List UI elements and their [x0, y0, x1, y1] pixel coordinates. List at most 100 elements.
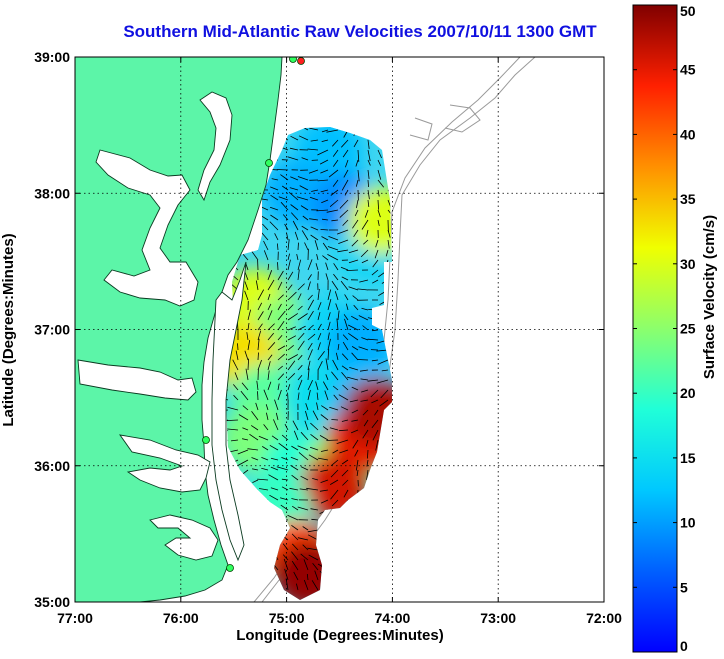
velocity-vector	[329, 199, 339, 208]
velocity-vector	[324, 390, 329, 401]
velocity-vector	[291, 445, 299, 451]
velocity-vector	[280, 504, 289, 511]
velocity-vector	[226, 428, 239, 431]
velocity-vector	[270, 214, 279, 221]
velocity-vector	[291, 551, 299, 561]
velocity-vector	[363, 419, 369, 427]
velocity-vector	[287, 335, 297, 341]
velocity-vector	[237, 449, 249, 455]
velocity-vector	[227, 406, 239, 411]
y-tick-label: 37:00	[34, 322, 70, 338]
velocity-vector	[372, 429, 379, 441]
velocity-vector	[321, 129, 329, 133]
velocity-vector	[341, 469, 349, 477]
velocity-vector	[317, 351, 325, 361]
velocity-vector	[290, 456, 299, 461]
velocity-vector	[332, 179, 339, 187]
velocity-vector	[345, 159, 349, 168]
velocity-vector	[281, 434, 289, 441]
velocity-vector	[307, 547, 319, 551]
velocity-vector	[307, 148, 319, 151]
velocity-vector	[297, 305, 303, 311]
velocity-vector	[259, 488, 269, 491]
velocity-vector	[277, 270, 284, 281]
velocity-vector	[361, 307, 369, 311]
velocity-vector	[343, 169, 349, 178]
velocity-vector	[282, 543, 289, 551]
velocity-vector	[322, 255, 329, 261]
velocity-vector	[287, 344, 294, 351]
velocity-vector	[237, 459, 249, 466]
velocity-vector	[300, 431, 309, 441]
velocity-vector	[267, 303, 272, 311]
velocity-vector	[353, 229, 359, 238]
gridlines	[75, 57, 604, 602]
velocity-vector	[284, 223, 289, 231]
velocity-vector	[381, 369, 389, 372]
velocity-vector	[267, 361, 271, 371]
velocity-vector	[366, 459, 369, 467]
velocity-vector	[325, 262, 329, 271]
velocity-vector	[280, 201, 289, 211]
velocity-vector	[310, 433, 319, 441]
velocity-vector	[374, 409, 379, 416]
velocity-vector	[273, 419, 279, 431]
velocity-vector	[297, 283, 305, 291]
velocity-vector	[328, 169, 339, 178]
velocity-vector	[287, 360, 296, 371]
colorbar-tick-label: 0	[680, 638, 688, 654]
velocity-vector	[289, 147, 299, 151]
velocity-vector	[358, 346, 369, 351]
radar-site-marker	[226, 564, 234, 572]
velocity-vector	[377, 149, 382, 159]
velocity-vector	[340, 280, 349, 291]
velocity-vector	[232, 384, 239, 391]
velocity-vector	[267, 370, 270, 381]
velocity-vector	[372, 279, 379, 284]
velocity-vector	[283, 558, 289, 571]
velocity-vector	[346, 269, 359, 271]
velocity-vector	[297, 293, 302, 301]
velocity-vector	[255, 280, 259, 291]
velocity-vector	[257, 338, 260, 351]
velocity-vector	[297, 379, 303, 391]
velocity-vector	[372, 259, 379, 268]
velocity-vector	[277, 310, 286, 321]
velocity-vector	[377, 219, 380, 226]
velocity-vector	[257, 359, 262, 371]
velocity-vector	[261, 215, 269, 221]
velocity-vector	[320, 449, 329, 452]
y-tick-label: 36:00	[34, 458, 70, 474]
velocity-vector	[317, 288, 320, 301]
velocity-vector	[277, 345, 286, 351]
velocity-vector	[271, 178, 279, 181]
velocity-vector	[338, 394, 349, 401]
velocity-vector	[316, 402, 319, 411]
velocity-vector	[297, 354, 303, 361]
velocity-vector	[341, 276, 349, 281]
velocity-vector	[330, 459, 339, 467]
velocity-vector	[277, 383, 280, 391]
velocity-vector	[319, 489, 329, 492]
velocity-vector	[365, 439, 369, 447]
velocity-vector	[359, 369, 369, 372]
velocity-vector	[226, 396, 229, 401]
velocity-vector	[267, 342, 276, 351]
velocity-vector	[351, 419, 359, 422]
velocity-vector	[362, 409, 369, 416]
velocity-vector	[304, 242, 309, 251]
velocity-vector	[255, 402, 259, 411]
velocity-vector	[261, 467, 269, 471]
velocity-vector	[333, 394, 339, 401]
velocity-vector	[349, 367, 359, 371]
velocity-vector	[367, 169, 370, 179]
velocity-vector	[306, 573, 309, 581]
velocity-vector	[361, 259, 369, 264]
velocity-vector	[274, 233, 279, 241]
colorbar-tick-label: 5	[680, 579, 688, 595]
velocity-vector	[341, 419, 349, 422]
velocity-vector	[329, 427, 339, 431]
velocity-vector	[337, 343, 340, 351]
velocity-vector	[320, 169, 329, 174]
velocity-vector	[360, 249, 369, 258]
